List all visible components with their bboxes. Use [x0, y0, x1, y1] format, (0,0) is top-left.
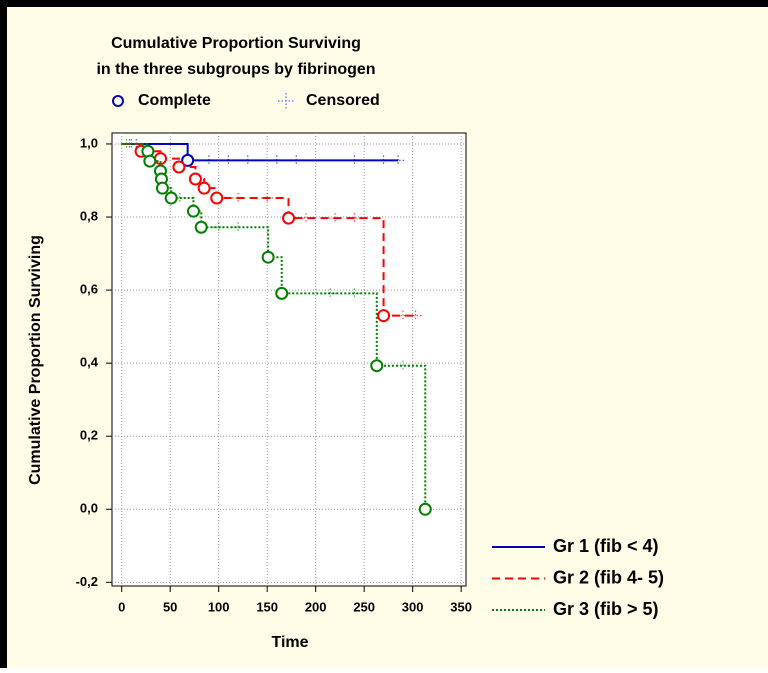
censored-mark	[202, 155, 215, 166]
complete-mark	[155, 181, 169, 195]
censored-mark	[299, 213, 312, 224]
censored-mark	[329, 213, 342, 224]
step-line	[121, 142, 399, 162]
complete-mark	[188, 172, 202, 186]
censored-mark	[222, 155, 235, 166]
complete-mark	[377, 309, 391, 323]
legend-label: Gr 1 (fib < 4)	[553, 536, 659, 556]
y-tick-label: 0,6	[80, 282, 98, 297]
censored-mark	[261, 193, 274, 204]
censored-mark	[120, 138, 133, 149]
x-tick-label: 250	[353, 599, 375, 614]
x-axis-label: Time	[271, 634, 308, 651]
censored-mark	[232, 222, 245, 233]
x-tick-label: 200	[305, 599, 327, 614]
complete-mark	[197, 181, 211, 195]
censored-mark	[348, 155, 361, 166]
censored-mark	[409, 310, 422, 321]
legend-label: Gr 3 (fib > 5)	[553, 599, 659, 619]
y-tick-label: 0,2	[80, 428, 98, 443]
complete-mark	[282, 211, 296, 225]
x-tick-label: 0	[118, 599, 125, 614]
complete-mark	[261, 250, 275, 264]
complete-mark	[186, 204, 200, 218]
complete-mark	[181, 153, 195, 167]
censored-mark	[270, 155, 283, 166]
plot-area	[111, 132, 467, 587]
censored-mark	[348, 213, 361, 224]
censored-mark	[125, 138, 138, 149]
legend-label: Gr 2 (fib 4- 5)	[553, 567, 664, 587]
y-axis-label: Cumulative Proportion Surviving	[27, 235, 44, 485]
censored-mark	[377, 155, 390, 166]
legend-label: Censored	[306, 92, 380, 109]
complete-mark	[418, 502, 432, 516]
complete-mark	[164, 191, 178, 205]
complete-mark	[172, 160, 186, 174]
y-tick-label: 0,4	[80, 355, 99, 370]
censored-mark	[212, 222, 225, 233]
complete-mark	[143, 154, 157, 168]
y-tick-label: 0,8	[80, 208, 98, 223]
complete-symbol	[112, 95, 124, 107]
x-tick-label: 150	[256, 599, 278, 614]
censored-mark	[392, 155, 405, 166]
y-tick-label: 0,0	[80, 501, 98, 516]
title-line: in the three subgroups by fibrinogen	[96, 61, 375, 78]
censored-mark	[348, 288, 361, 299]
censored-mark	[241, 155, 254, 166]
complete-mark	[194, 220, 208, 234]
x-tick-label: 300	[402, 599, 424, 614]
x-tick-label: 50	[163, 599, 177, 614]
complete-mark	[210, 191, 224, 205]
title-line: Cumulative Proportion Surviving	[111, 35, 361, 52]
censored-mark	[290, 155, 303, 166]
complete-mark	[275, 286, 289, 300]
step-line	[121, 142, 416, 317]
censored-mark	[396, 310, 409, 321]
y-tick-label: -0,2	[76, 574, 98, 589]
censored-mark	[324, 288, 337, 299]
censored-symbol	[278, 93, 294, 109]
censored-mark	[173, 193, 186, 204]
x-tick-label: 100	[208, 599, 230, 614]
x-tick-label: 350	[450, 599, 472, 614]
censored-mark	[396, 360, 409, 371]
legend-label: Complete	[138, 92, 211, 109]
y-tick-label: 1,0	[80, 135, 98, 150]
censored-mark	[232, 193, 245, 204]
complete-mark	[370, 359, 384, 373]
censored-mark	[123, 138, 136, 149]
